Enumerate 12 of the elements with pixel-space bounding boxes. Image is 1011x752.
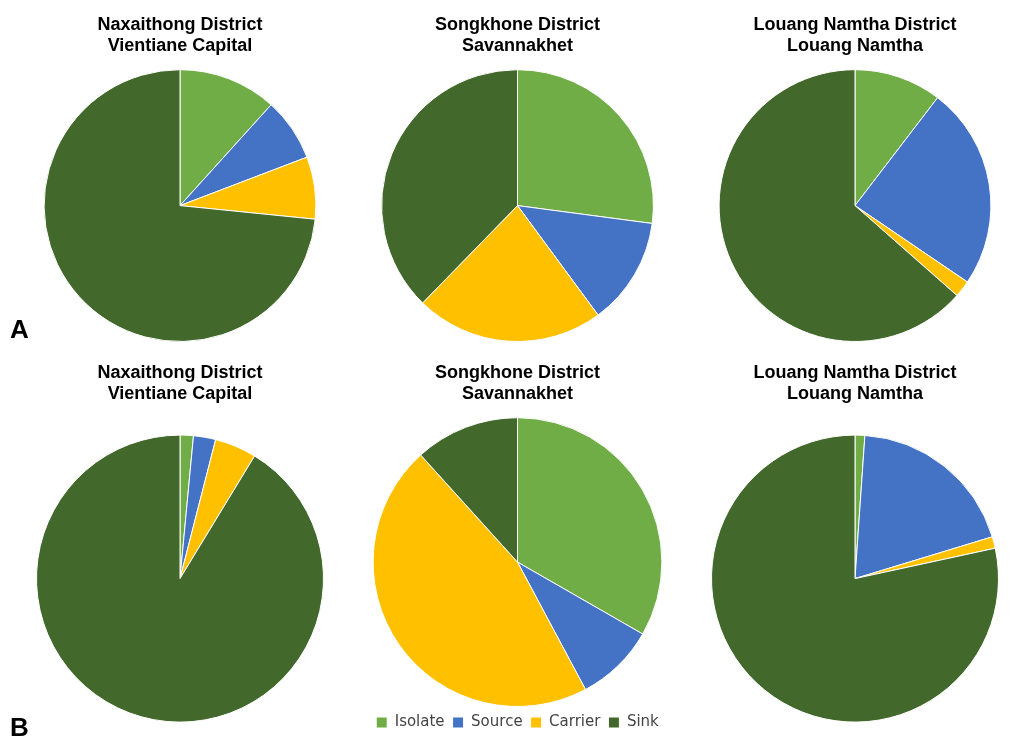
legend-label: Source [471,712,523,731]
text: B [10,712,29,743]
chart-title: Louang Namtha District Louang Namtha [753,361,957,404]
legend-label: Carrier [549,712,602,731]
legend-label: Isolate [394,712,445,731]
chart-title: Louang Namtha District Louang Namtha [753,13,957,56]
text: A [10,314,29,345]
chart-title: Songkhone District Savannakhet [434,13,601,56]
legend-label: Sink [626,712,660,731]
chart-title: Songkhone District Savannakhet [434,361,601,404]
chart-title: Naxaithong District Vientiane Capital [97,361,263,404]
chart-title: Naxaithong District Vientiane Capital [97,13,263,56]
